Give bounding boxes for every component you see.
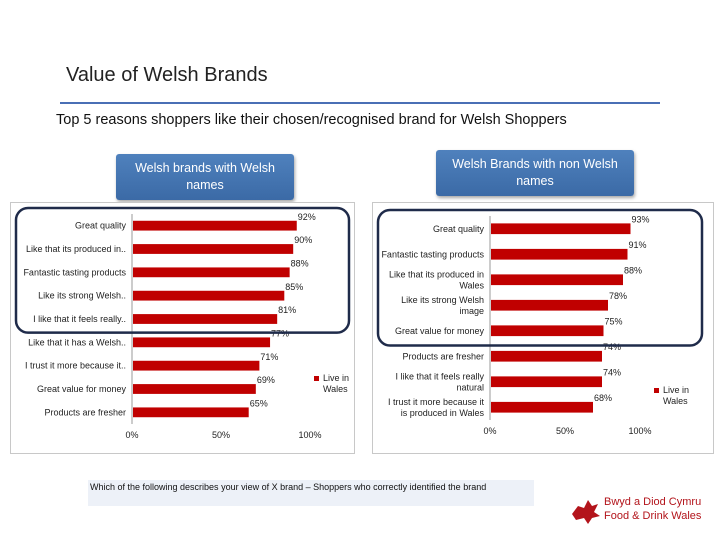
bar (491, 325, 604, 337)
category-label: I trust it more because it is produced in… (388, 397, 485, 418)
data-label: 75% (605, 316, 623, 326)
category-label-line: image (459, 306, 484, 316)
x-tick-label: 50% (556, 426, 574, 436)
category-label: Fantastic tasting products (23, 267, 126, 277)
logo-line-1: Bwyd a Diod Cymru (604, 496, 702, 508)
category-label: Great value for money (395, 326, 485, 336)
category-label-line: I like that it feels really.. (33, 314, 126, 324)
legend-swatch (654, 388, 659, 393)
legend-label-line: Wales (663, 396, 688, 406)
data-label: 85% (285, 282, 303, 292)
category-label: Products are fresher (44, 407, 126, 417)
bar (133, 267, 290, 278)
category-label: I like that it feels really.. (33, 314, 126, 324)
category-label: Like that its produced in.. (26, 244, 126, 254)
category-label-line: Like that it has a Welsh.. (28, 337, 126, 347)
category-label-line: Great quality (75, 221, 127, 231)
bar (491, 350, 602, 362)
data-label: 69% (257, 375, 275, 385)
bar (133, 407, 249, 418)
data-label: 92% (298, 212, 316, 222)
category-label: Great value for money (37, 384, 127, 394)
page-subtitle: Top 5 reasons shoppers like their chosen… (56, 112, 567, 128)
category-label-line: Products are fresher (44, 407, 126, 417)
data-label: 88% (291, 258, 309, 268)
x-tick-label: 0% (125, 430, 138, 440)
right-chart-header: Welsh Brands with non Welsh names (436, 150, 634, 196)
category-label: I like that it feels really natural (395, 371, 484, 392)
bar (491, 248, 628, 260)
bar (133, 314, 278, 324)
data-label: 93% (632, 214, 650, 224)
bar (133, 220, 297, 231)
welsh-dragon-icon (572, 500, 600, 524)
footnote: Which of the following describes your vi… (88, 480, 534, 506)
category-label: I trust it more because it.. (25, 361, 126, 371)
data-label: 74% (603, 342, 621, 352)
category-label-line: Products are fresher (402, 351, 484, 361)
category-label-line: I like that it feels really (395, 371, 484, 381)
title-divider (60, 102, 660, 104)
category-label: Products are fresher (402, 351, 484, 361)
category-label-line: Great value for money (395, 326, 485, 336)
data-label: 71% (260, 352, 278, 362)
category-label-line: Like its strong Welsh.. (38, 291, 126, 301)
bar (491, 401, 593, 413)
category-label-line: Great quality (433, 224, 485, 234)
legend-label: Live in Wales (323, 373, 349, 394)
left-chart-header: Welsh brands with Welsh names (116, 154, 294, 200)
bar (133, 360, 260, 371)
legend-swatch (314, 376, 319, 381)
category-label-line: natural (456, 382, 484, 392)
x-tick-label: 100% (628, 426, 651, 436)
data-label: 74% (603, 367, 621, 377)
bar (491, 223, 631, 235)
category-label-line: Great value for money (37, 384, 127, 394)
category-label-line: I trust it more because it.. (25, 361, 126, 371)
bar (491, 376, 602, 388)
category-label: Fantastic tasting products (381, 249, 484, 259)
page-title: Value of Welsh Brands (66, 64, 268, 86)
bar (133, 290, 285, 301)
data-label: 65% (250, 398, 268, 408)
legend-label-line: Live in (663, 385, 689, 395)
category-label: Great quality (75, 221, 127, 231)
category-label-line: Like that its produced in.. (26, 244, 126, 254)
data-label: 78% (609, 291, 627, 301)
bar (133, 244, 294, 254)
legend-label-line: Wales (323, 384, 348, 394)
category-label-line: is produced in Wales (401, 408, 485, 418)
category-label-line: Wales (459, 280, 484, 290)
x-tick-label: 100% (298, 430, 321, 440)
bar (133, 384, 256, 394)
right-bar-chart: Great quality 93% Fantastic tasting produc… (372, 202, 714, 454)
bar (491, 274, 623, 286)
category-label: Like its strong Welsh image (401, 295, 484, 316)
data-label: 88% (624, 265, 642, 275)
category-label: Great quality (433, 224, 485, 234)
category-label-line: Fantastic tasting products (381, 249, 484, 259)
data-label: 90% (294, 235, 312, 245)
x-tick-label: 50% (212, 430, 230, 440)
legend-label: Live in Wales (663, 385, 689, 406)
top5-highlight-box (376, 208, 704, 347)
logo-line-2: Food & Drink Wales (604, 510, 702, 522)
x-tick-label: 0% (483, 426, 496, 436)
top5-highlight-box (14, 206, 351, 334)
legend-label-line: Live in (323, 373, 349, 383)
left-bar-chart: Great quality 92% Like that its produced i… (10, 202, 355, 454)
data-label: 81% (278, 305, 296, 315)
bar (491, 299, 608, 311)
category-label: Like that it has a Welsh.. (28, 337, 126, 347)
category-label: Like its strong Welsh.. (38, 291, 126, 301)
category-label-line: Like that its produced in (389, 269, 484, 279)
food-drink-wales-logo (572, 500, 600, 524)
category-label-line: I trust it more because it (388, 397, 485, 407)
category-label-line: Fantastic tasting products (23, 267, 126, 277)
bar (133, 337, 271, 348)
data-label: 68% (594, 393, 612, 403)
data-label: 91% (629, 240, 647, 250)
category-label: Like that its produced in Wales (389, 269, 485, 290)
category-label-line: Like its strong Welsh (401, 295, 484, 305)
